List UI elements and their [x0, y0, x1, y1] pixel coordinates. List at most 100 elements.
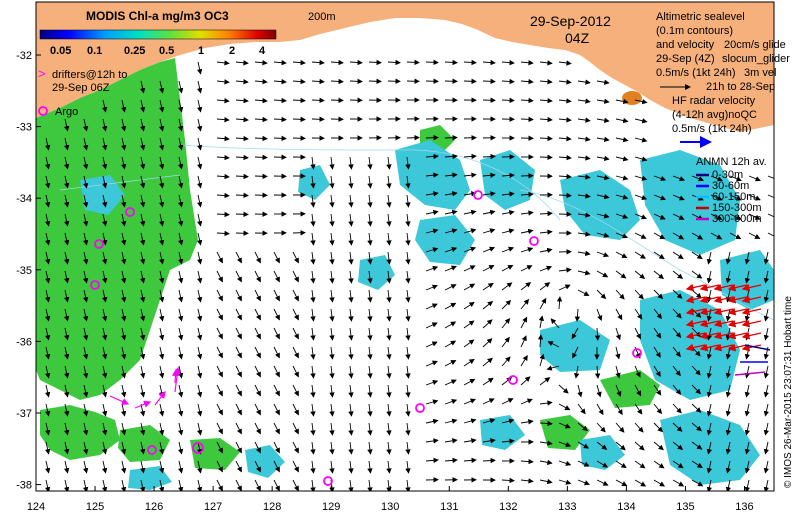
velocity-arrow	[406, 134, 420, 141]
velocity-arrow	[44, 327, 51, 341]
velocity-arrow	[463, 320, 475, 329]
velocity-arrow	[44, 213, 51, 227]
velocity-arrow	[520, 398, 533, 405]
anmn-legend-label: 150-300m	[712, 202, 762, 214]
velocity-arrow	[367, 384, 373, 398]
velocity-arrow	[348, 365, 354, 379]
argo-legend-label: Argo	[55, 106, 78, 118]
velocity-arrow	[216, 79, 230, 85]
velocity-arrow	[386, 156, 392, 170]
velocity-arrow	[501, 438, 515, 444]
velocity-arrow	[558, 403, 571, 411]
velocity-arrow	[596, 98, 610, 104]
velocity-arrow	[501, 398, 514, 405]
argo-float	[94, 239, 104, 249]
velocity-arrow	[329, 175, 335, 189]
velocity-arrow	[463, 283, 476, 291]
drifters-legend-line2: 29-Sep 06Z	[52, 82, 110, 94]
velocity-arrow	[158, 118, 165, 132]
velocity-arrow	[63, 403, 70, 417]
velocity-arrow	[482, 172, 496, 178]
velocity-arrow	[425, 379, 439, 386]
velocity-arrow	[44, 270, 51, 284]
velocity-arrow	[615, 327, 621, 341]
drifter-arrow	[134, 400, 152, 409]
velocity-arrow	[482, 246, 496, 253]
x-tick-label: 130	[381, 501, 399, 513]
velocity-arrow	[577, 136, 591, 142]
velocity-arrow	[273, 116, 287, 123]
velocity-arrow	[310, 441, 316, 455]
velocity-arrow	[405, 175, 411, 189]
velocity-arrow	[501, 336, 510, 348]
hf-radar-arrow	[741, 295, 762, 304]
velocity-arrow	[367, 232, 373, 246]
velocity-arrow	[425, 457, 439, 464]
velocity-arrow	[710, 232, 723, 240]
colorbar-tick: 2	[229, 45, 235, 57]
altimetry-legend-line5: 29-Sep (4Z)	[656, 53, 715, 65]
velocity-arrow	[672, 441, 684, 451]
anmn-legend-label: 0-30m	[712, 169, 743, 181]
velocity-arrow	[501, 172, 515, 179]
velocity-arrow	[672, 365, 681, 377]
velocity-arrow	[158, 441, 165, 455]
velocity-arrow	[444, 228, 458, 234]
velocity-arrow	[634, 98, 648, 105]
velocity-arrow	[348, 270, 354, 284]
velocity-arrow	[216, 441, 223, 454]
velocity-arrow	[63, 384, 70, 398]
velocity-arrow	[653, 289, 664, 300]
anmn-legend: ANMN 12h av. 0-30m30-60m60-150m150-300m3…	[696, 156, 767, 225]
velocity-arrow	[292, 422, 299, 435]
velocity-arrow	[196, 213, 203, 227]
velocity-arrow	[139, 251, 146, 265]
velocity-arrow	[691, 441, 703, 450]
velocity-arrow	[158, 99, 165, 113]
velocity-arrow	[444, 59, 458, 66]
velocity-arrow	[425, 399, 439, 405]
velocity-arrow	[120, 365, 127, 379]
velocity-arrow	[725, 479, 732, 491]
plot-frame	[35, 1, 775, 492]
velocity-arrow	[539, 229, 553, 235]
velocity-arrow	[139, 99, 146, 113]
velocity-arrow	[329, 346, 335, 360]
velocity-arrow	[539, 297, 547, 310]
velocity-arrow	[425, 265, 439, 272]
velocity-arrow	[653, 422, 664, 433]
anmn-mooring-arrows	[734, 344, 771, 376]
velocity-arrow	[501, 299, 512, 310]
velocity-arrow	[216, 479, 223, 491]
velocity-arrow	[177, 460, 184, 474]
velocity-arrow	[577, 289, 590, 296]
velocity-arrow	[405, 327, 411, 341]
velocity-arrow	[177, 99, 184, 113]
velocity-arrow	[273, 441, 280, 454]
velocity-arrow	[387, 59, 401, 66]
velocity-arrow	[653, 403, 663, 415]
velocity-arrow	[596, 479, 609, 486]
altimetry-legend-line4: 20cm/s glide	[724, 39, 786, 51]
velocity-arrow	[691, 460, 703, 468]
velocity-arrow	[615, 384, 622, 397]
velocity-arrow	[254, 308, 261, 321]
velocity-arrow	[101, 479, 108, 491]
velocity-arrow	[444, 302, 457, 310]
argo-float	[90, 280, 100, 290]
velocity-arrow	[482, 78, 496, 85]
velocity-arrow	[653, 270, 665, 280]
hf-radar-legend: HF radar velocity (4-12h avg)noQC 0.5m/s…	[672, 95, 757, 148]
velocity-arrow	[310, 156, 316, 170]
velocity-arrow	[482, 59, 496, 66]
velocity-arrow	[235, 79, 249, 85]
velocity-arrow	[748, 232, 761, 239]
velocity-arrow	[158, 346, 165, 360]
velocity-arrow	[577, 79, 591, 85]
velocity-arrow	[482, 438, 496, 444]
velocity-arrow	[348, 403, 354, 417]
velocity-arrow	[463, 209, 477, 216]
velocity-arrow	[501, 78, 515, 85]
velocity-arrow	[577, 270, 591, 276]
